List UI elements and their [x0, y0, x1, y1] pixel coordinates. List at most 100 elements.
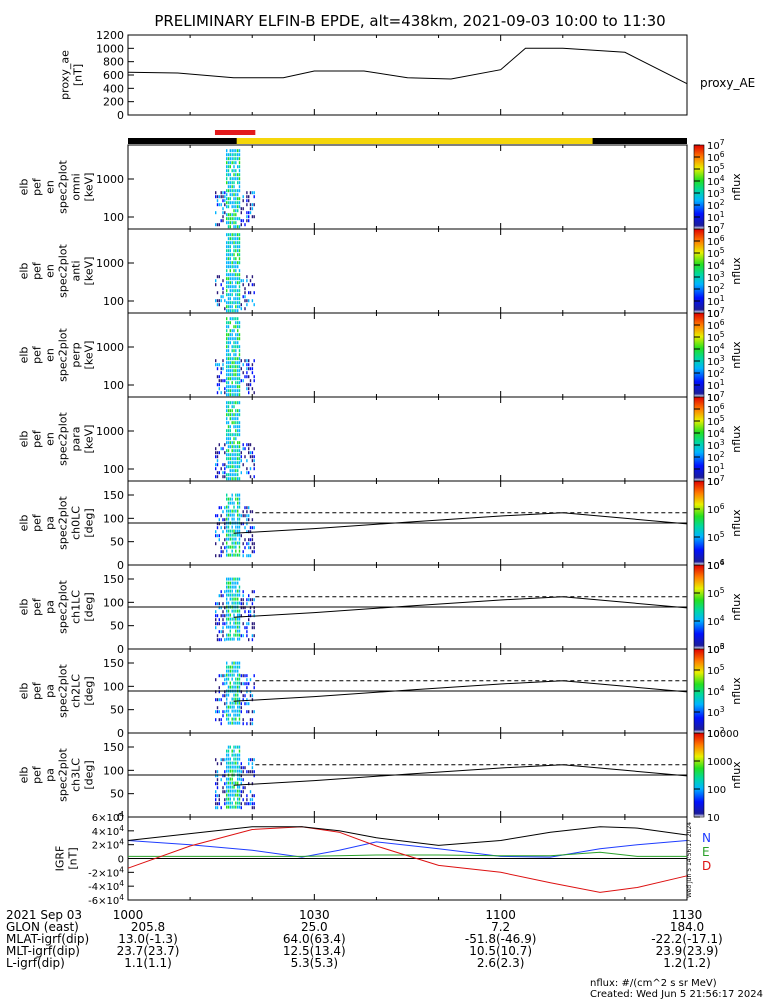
heatmap-cell — [233, 721, 235, 725]
time-axis-cell: 184.0 — [670, 920, 704, 934]
heatmap-cell — [229, 157, 231, 161]
heatmap-cell — [227, 585, 230, 589]
heatmap-cell — [233, 585, 235, 589]
heatmap-cell — [227, 589, 230, 593]
heatmap-cell — [215, 614, 217, 618]
heatmap-cell — [237, 449, 239, 453]
heatmap-cell — [240, 806, 242, 810]
heatmap-cell — [233, 209, 235, 213]
heatmap-cell — [227, 497, 230, 501]
heatmap-cell — [227, 477, 230, 481]
heatmap-cell — [226, 413, 228, 417]
heatmap-cell — [238, 433, 241, 437]
heatmap-cell — [220, 203, 222, 207]
heatmap-cell — [237, 193, 239, 197]
heatmap-cell — [244, 506, 246, 510]
heatmap-cell — [246, 798, 248, 802]
heatmap-cell — [235, 257, 237, 261]
heatmap-cell — [233, 701, 235, 705]
heatmap-cell — [253, 598, 255, 602]
heatmap-cell — [248, 387, 250, 391]
heatmap-cell — [246, 363, 248, 367]
heatmap-cell — [233, 613, 235, 617]
heatmap-cell — [235, 577, 237, 581]
heatmap-cell — [226, 497, 228, 501]
heatmap-cell — [244, 538, 246, 542]
heatmap-cell — [229, 553, 231, 557]
heatmap-cell — [235, 317, 237, 321]
heatmap-cell — [246, 802, 248, 806]
heatmap-cell — [238, 625, 241, 629]
heatmap-cell — [226, 633, 228, 637]
heatmap-cell — [229, 221, 231, 225]
heatmap-cell — [220, 546, 222, 550]
heatmap-cell — [235, 549, 237, 553]
heatmap-cell — [229, 393, 231, 397]
heatmap-cell — [237, 205, 239, 209]
heatmap-cell — [251, 770, 254, 774]
heatmap-cell — [248, 391, 250, 395]
heatmap-cell — [216, 195, 219, 199]
heatmap-cell — [231, 541, 233, 545]
heatmap-cell — [251, 534, 254, 538]
heatmap-cell — [227, 293, 230, 297]
heatmap-cell — [242, 447, 244, 451]
heatmap-cell — [244, 359, 246, 363]
y-tick-label: 150 — [103, 489, 124, 502]
heatmap-cell — [227, 201, 230, 205]
heatmap-cell — [235, 629, 237, 633]
heatmap-cell — [233, 661, 235, 665]
heatmap-cell — [249, 690, 252, 694]
heatmap-cell — [242, 590, 244, 594]
heatmap-cell — [249, 678, 252, 682]
heatmap-cell — [229, 213, 231, 217]
heatmap-cell — [233, 225, 235, 229]
heatmap-cell — [248, 359, 250, 363]
heatmap-cell — [233, 441, 235, 445]
heatmap-cell — [220, 594, 222, 598]
heatmap-cell — [238, 577, 241, 581]
heatmap-cell — [233, 769, 235, 773]
heatmap-cell — [229, 761, 231, 765]
colorbar-label: nflux — [730, 173, 743, 201]
heatmap-cell — [237, 337, 239, 341]
heatmap-cell — [235, 449, 237, 453]
heatmap-cell — [238, 161, 241, 165]
y-tick-label: 4×104 — [92, 824, 124, 838]
heatmap-cell — [251, 710, 254, 714]
heatmap-cell — [218, 674, 220, 678]
heatmap-cell — [238, 301, 241, 305]
heatmap-cell — [227, 429, 230, 433]
heatmap-cell — [229, 789, 231, 793]
heatmap-cell — [227, 305, 230, 309]
heatmap-cell — [231, 721, 233, 725]
heatmap-cell — [227, 405, 230, 409]
loss-cone-line — [233, 596, 688, 618]
heatmap-cell — [240, 471, 242, 475]
y-tick-label: 100 — [103, 596, 124, 609]
heatmap-cell — [235, 177, 237, 181]
heatmap-cell — [235, 761, 237, 765]
heatmap-cell — [238, 589, 241, 593]
heatmap-cell — [238, 149, 241, 153]
heatmap-cell — [233, 157, 235, 161]
heatmap-cell — [235, 273, 237, 277]
heatmap-cell — [231, 513, 233, 517]
heatmap-cell — [248, 782, 250, 786]
heatmap-cell — [251, 634, 254, 638]
heatmap-cell — [227, 617, 230, 621]
heatmap-cell — [216, 375, 219, 379]
heatmap-cell — [233, 241, 235, 245]
heatmap-cell — [242, 598, 244, 602]
heatmap-cell — [229, 161, 231, 165]
heatmap-cell — [249, 790, 252, 794]
heatmap-cell — [224, 307, 226, 311]
heatmap-cell — [235, 497, 237, 501]
y-tick-label: 50 — [110, 788, 124, 801]
heatmap-cell — [231, 217, 233, 221]
heatmap-cell — [229, 201, 231, 205]
igrf-line-total — [127, 826, 688, 846]
heatmap-cell — [229, 261, 231, 265]
heatmap-cell — [233, 705, 235, 709]
heatmap-cell — [226, 437, 228, 441]
